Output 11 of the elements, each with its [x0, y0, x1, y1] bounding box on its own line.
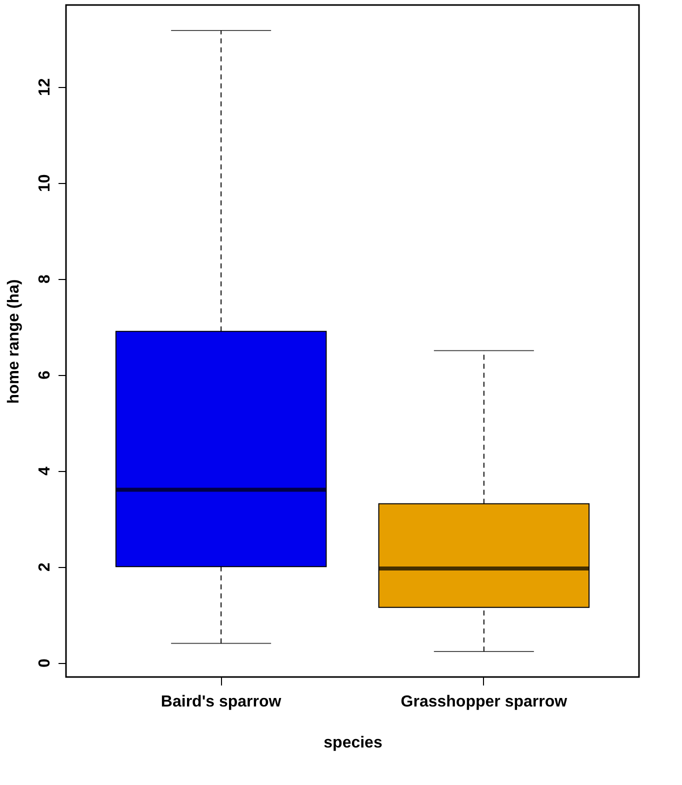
y-tick-label: 8 — [36, 274, 54, 284]
y-tick-label: 0 — [36, 658, 54, 668]
y-axis-title: home range (ha) — [6, 279, 22, 404]
y-tick-label: 10 — [36, 174, 54, 192]
x-axis-title: species — [324, 734, 382, 752]
x-tick-label: Grasshopper sparrow — [400, 694, 568, 710]
y-tick-label: 2 — [36, 562, 54, 572]
y-tick-label: 4 — [36, 466, 54, 476]
y-tick-label: 12 — [36, 78, 54, 96]
y-tick-label: 6 — [36, 370, 54, 380]
x-tick-label: Baird's sparrow — [160, 694, 282, 710]
